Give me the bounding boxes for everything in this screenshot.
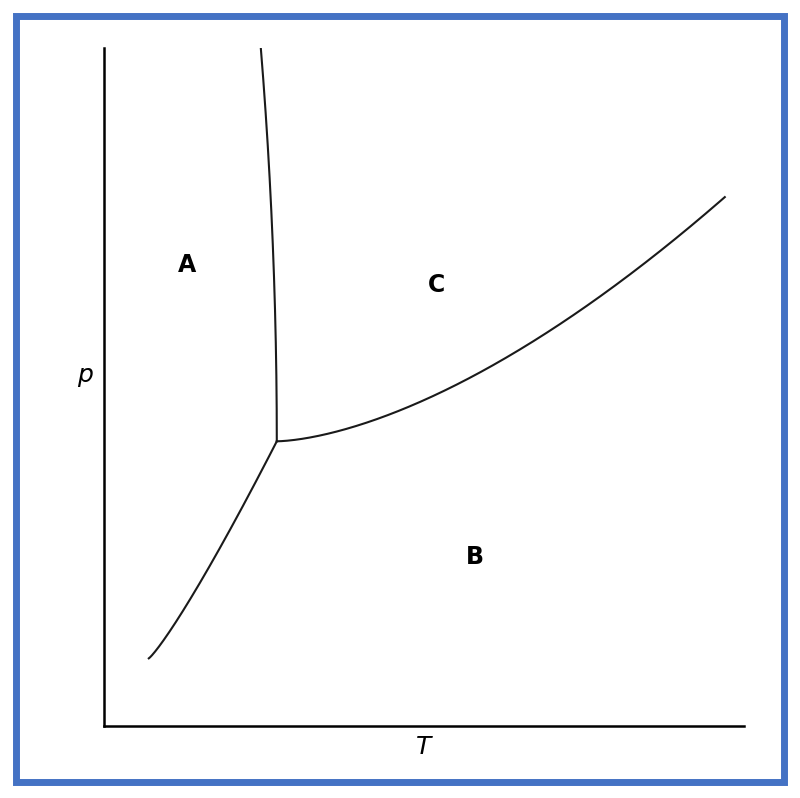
X-axis label: T: T: [416, 734, 432, 759]
Text: C: C: [428, 273, 446, 298]
Text: B: B: [466, 544, 484, 569]
Text: A: A: [178, 253, 196, 277]
Y-axis label: p: p: [77, 363, 93, 387]
